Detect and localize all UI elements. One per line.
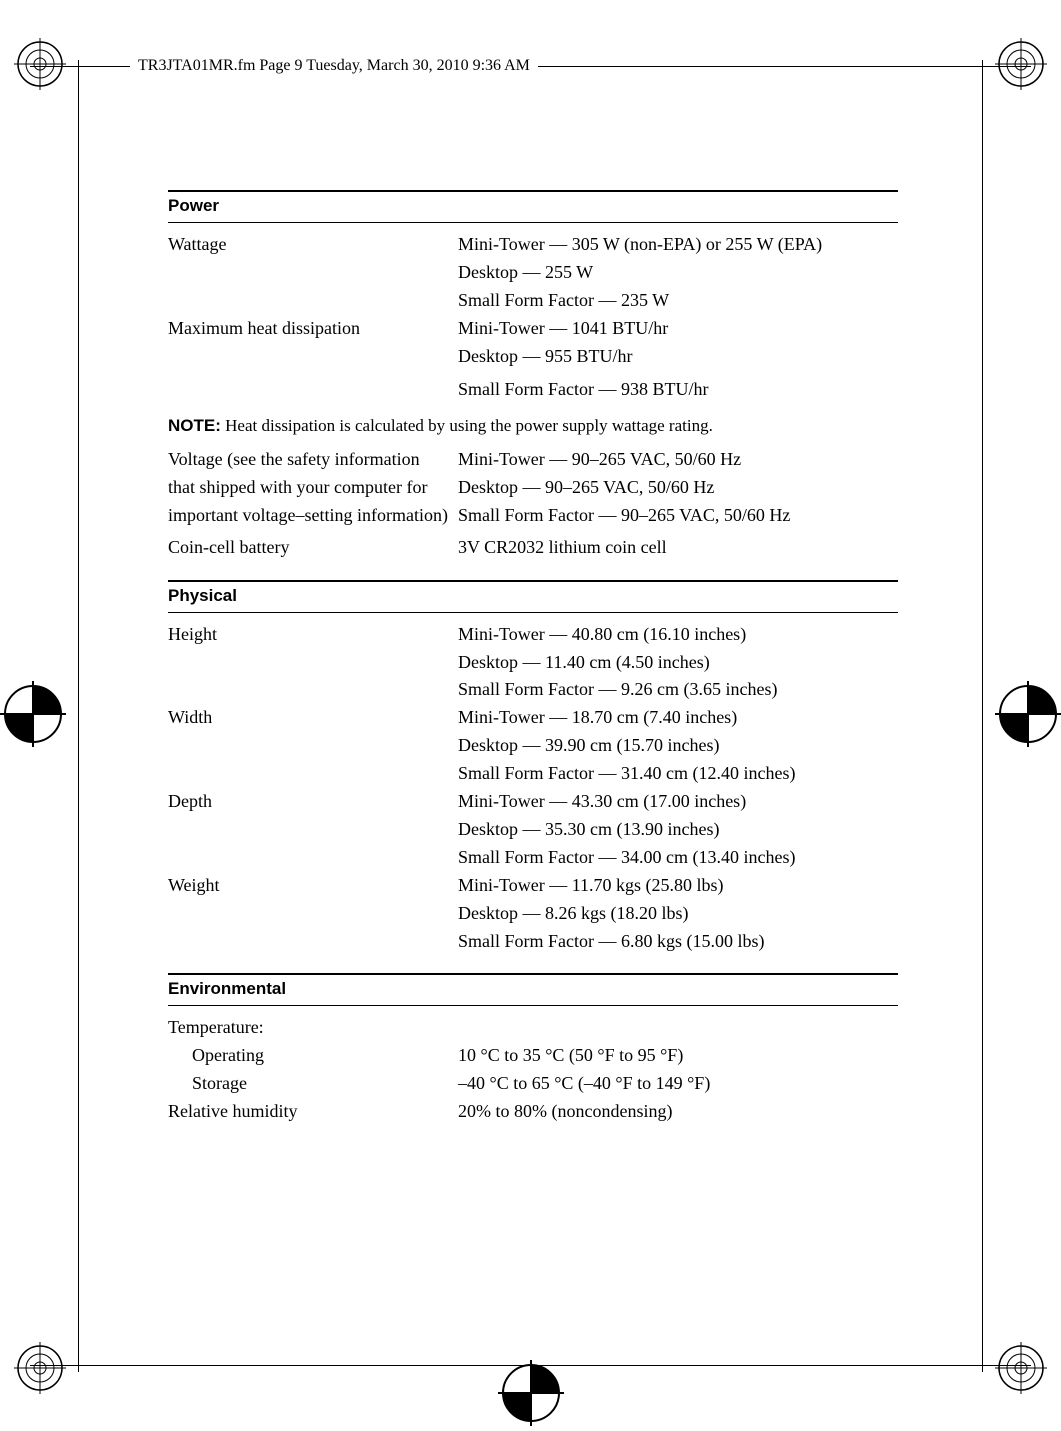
value-line: Mini-Tower — 11.70 kgs (25.80 lbs) — [458, 872, 898, 900]
value-line: Small Form Factor — 6.80 kgs (15.00 lbs) — [458, 928, 898, 956]
label-voltage: Voltage (see the safety information that… — [168, 446, 458, 530]
label-wattage: Wattage — [168, 231, 458, 315]
value-line: Mini-Tower — 1041 BTU/hr — [458, 315, 898, 343]
value-line: Desktop — 255 W — [458, 259, 898, 287]
value-storage: –40 °C to 65 °C (–40 °F to 149 °F) — [458, 1070, 898, 1098]
value-line: Small Form Factor — 31.40 cm (12.40 inch… — [458, 760, 898, 788]
row-voltage: Voltage (see the safety information that… — [168, 446, 898, 530]
row-humidity: Relative humidity 20% to 80% (noncondens… — [168, 1098, 898, 1126]
row-height: Height Mini-Tower — 40.80 cm (16.10 inch… — [168, 621, 898, 705]
row-storage: Storage –40 °C to 65 °C (–40 °F to 149 °… — [168, 1070, 898, 1098]
note-heat: NOTE: Heat dissipation is calculated by … — [168, 414, 898, 438]
reg-mark-bottom-icon — [498, 1360, 564, 1426]
value-line: Small Form Factor — 9.26 cm (3.65 inches… — [458, 676, 898, 704]
label-width: Width — [168, 704, 458, 788]
row-wattage: Wattage Mini-Tower — 305 W (non-EPA) or … — [168, 231, 898, 315]
label-storage: Storage — [168, 1070, 458, 1098]
value-line: Mini-Tower — 43.30 cm (17.00 inches) — [458, 788, 898, 816]
reg-mark-left-icon — [0, 681, 66, 747]
value-depth: Mini-Tower — 43.30 cm (17.00 inches) Des… — [458, 788, 898, 872]
value-line: Mini-Tower — 40.80 cm (16.10 inches) — [458, 621, 898, 649]
frame-left — [78, 60, 79, 1372]
row-battery: Coin-cell battery 3V CR2032 lithium coin… — [168, 534, 898, 562]
value-line: Desktop — 8.26 kgs (18.20 lbs) — [458, 900, 898, 928]
value-line: Mini-Tower — 90–265 VAC, 50/60 Hz — [458, 446, 898, 474]
note-prefix: NOTE: — [168, 416, 221, 435]
value-line: Mini-Tower — 305 W (non-EPA) or 255 W (E… — [458, 231, 898, 259]
value-line: Desktop — 11.40 cm (4.50 inches) — [458, 649, 898, 677]
value-line: Small Form Factor — 938 BTU/hr — [458, 376, 898, 404]
row-weight: Weight Mini-Tower — 11.70 kgs (25.80 lbs… — [168, 872, 898, 956]
row-operating: Operating 10 °C to 35 °C (50 °F to 95 °F… — [168, 1042, 898, 1070]
note-text: Heat dissipation is calculated by using … — [221, 416, 713, 435]
section-title-power: Power — [168, 190, 898, 223]
value-line: Small Form Factor — 90–265 VAC, 50/60 Hz — [458, 502, 898, 530]
value-line: Mini-Tower — 18.70 cm (7.40 inches) — [458, 704, 898, 732]
frame-right — [982, 60, 983, 1372]
value-voltage: Mini-Tower — 90–265 VAC, 50/60 Hz Deskto… — [458, 446, 898, 530]
reg-mark-br-icon — [995, 1342, 1047, 1394]
reg-mark-bl-icon — [14, 1342, 66, 1394]
value-height: Mini-Tower — 40.80 cm (16.10 inches) Des… — [458, 621, 898, 705]
label-battery: Coin-cell battery — [168, 534, 458, 562]
label-humidity: Relative humidity — [168, 1098, 458, 1126]
value-humidity: 20% to 80% (noncondensing) — [458, 1098, 898, 1126]
label-heat: Maximum heat dissipation — [168, 315, 458, 405]
row-heat: Maximum heat dissipation Mini-Tower — 10… — [168, 315, 898, 405]
value-line: Desktop — 39.90 cm (15.70 inches) — [458, 732, 898, 760]
value-line: Small Form Factor — 34.00 cm (13.40 inch… — [458, 844, 898, 872]
page-header: TR3JTA01MR.fm Page 9 Tuesday, March 30, … — [30, 52, 1031, 80]
reg-mark-right-icon — [995, 681, 1061, 747]
row-depth: Depth Mini-Tower — 43.30 cm (17.00 inche… — [168, 788, 898, 872]
frame-bottom — [30, 1365, 1031, 1366]
section-title-environmental: Environmental — [168, 973, 898, 1006]
value-operating: 10 °C to 35 °C (50 °F to 95 °F) — [458, 1042, 898, 1070]
value-wattage: Mini-Tower — 305 W (non-EPA) or 255 W (E… — [458, 231, 898, 315]
label-operating: Operating — [168, 1042, 458, 1070]
document-content: Power Wattage Mini-Tower — 305 W (non-EP… — [168, 190, 898, 1126]
value-line: Desktop — 955 BTU/hr — [458, 343, 898, 371]
label-depth: Depth — [168, 788, 458, 872]
value-line: Small Form Factor — 235 W — [458, 287, 898, 315]
value-heat: Mini-Tower — 1041 BTU/hr Desktop — 955 B… — [458, 315, 898, 405]
value-line: Desktop — 90–265 VAC, 50/60 Hz — [458, 474, 898, 502]
value-weight: Mini-Tower — 11.70 kgs (25.80 lbs) Deskt… — [458, 872, 898, 956]
label-temperature: Temperature: — [168, 1014, 458, 1042]
value-line: Desktop — 35.30 cm (13.90 inches) — [458, 816, 898, 844]
row-temperature: Temperature: — [168, 1014, 898, 1042]
section-title-physical: Physical — [168, 580, 898, 613]
label-weight: Weight — [168, 872, 458, 956]
header-text: TR3JTA01MR.fm Page 9 Tuesday, March 30, … — [130, 57, 538, 75]
value-battery: 3V CR2032 lithium coin cell — [458, 534, 898, 562]
label-height: Height — [168, 621, 458, 705]
row-width: Width Mini-Tower — 18.70 cm (7.40 inches… — [168, 704, 898, 788]
value-width: Mini-Tower — 18.70 cm (7.40 inches) Desk… — [458, 704, 898, 788]
